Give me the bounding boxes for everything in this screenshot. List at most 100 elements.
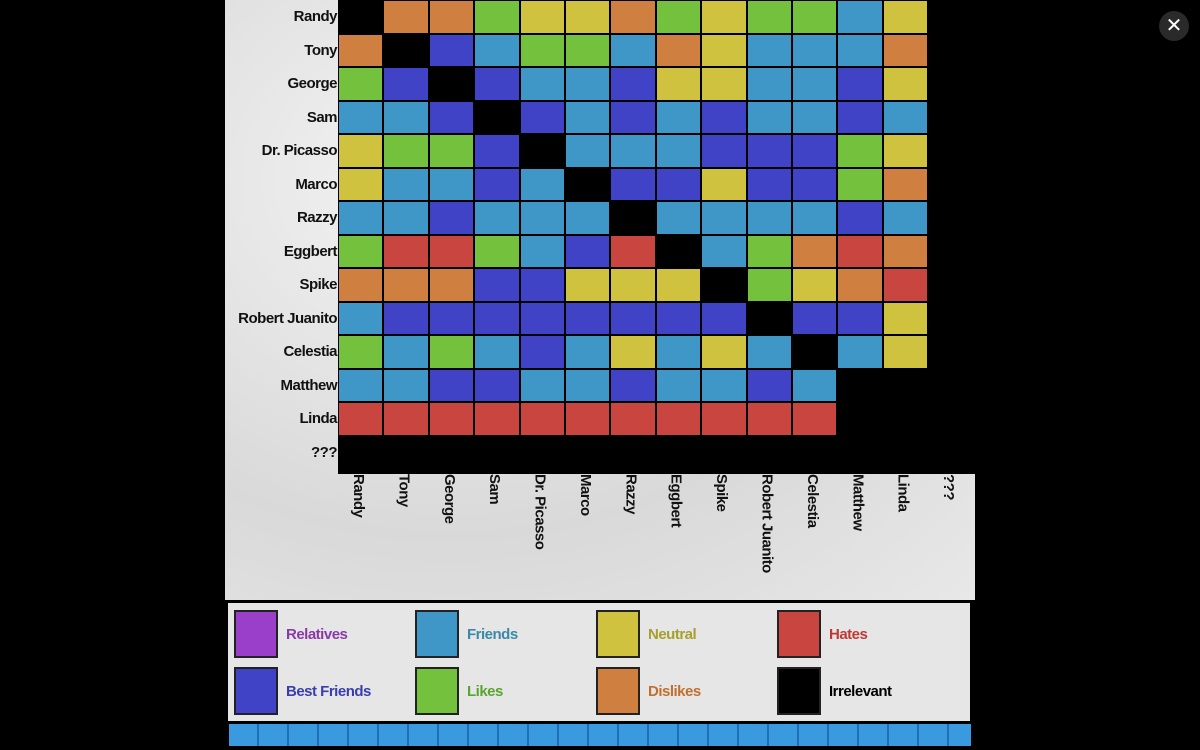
grid-cell: [883, 436, 928, 468]
grid-cell: [611, 269, 655, 301]
row-label: ???: [311, 443, 338, 461]
grid-cell: [792, 1, 837, 33]
grid-cell: [883, 403, 928, 435]
grid-cell: [838, 202, 882, 234]
grid-cell: [565, 202, 610, 234]
column-label-text: Eggbert: [667, 474, 685, 528]
grid-cell: [429, 135, 474, 167]
grid-cell: [929, 403, 973, 435]
grid-cell: [565, 1, 610, 33]
legend-swatch: [596, 610, 640, 658]
grid-cell: [429, 436, 474, 468]
column-label-text: Sam: [486, 474, 504, 505]
grid-cell: [929, 302, 973, 334]
grid-cell: [565, 168, 610, 200]
grid-cell: [838, 336, 882, 368]
grid-cell: [883, 68, 928, 100]
close-button[interactable]: ✕: [1159, 11, 1189, 41]
column-label-text: Linda: [894, 474, 912, 512]
grid-cell: [702, 436, 746, 468]
grid-cell: [339, 202, 383, 234]
column-label-text: Dr. Picasso: [531, 474, 549, 550]
row-label: Randy: [293, 8, 338, 25]
legend-label: Hates: [829, 625, 868, 643]
column-label-text: ???: [940, 474, 958, 500]
grid-cell: [929, 202, 973, 234]
grid-cell: [520, 68, 564, 100]
grid-cell: [702, 235, 746, 267]
grid-cell: [429, 34, 474, 66]
grid-cell: [792, 235, 837, 267]
legend-label: Dislikes: [648, 682, 701, 700]
grid-cell: [702, 68, 746, 100]
grid-cell: [792, 68, 837, 100]
column-label: ???: [928, 474, 973, 599]
grid-cell: [520, 436, 564, 468]
legend-item: Likes: [415, 667, 503, 715]
grid-cell: [565, 68, 610, 100]
grid-cell: [747, 336, 791, 368]
legend-item: Irrelevant: [777, 667, 892, 715]
grid-cell: [702, 168, 746, 200]
grid-row: [338, 0, 975, 34]
grid-cell: [339, 403, 383, 435]
grid-cell: [883, 302, 928, 334]
grid-cell: [883, 168, 928, 200]
grid-cell: [339, 302, 383, 334]
grid-cell: [747, 135, 791, 167]
grid-cell: [384, 168, 428, 200]
legend-label: Relatives: [286, 625, 348, 643]
legend-label: Irrelevant: [829, 682, 892, 700]
grid-cell: [520, 135, 564, 167]
grid-cell: [929, 336, 973, 368]
row-labels: Randy Tony George Sam Dr. Picasso Marco Razzy E…: [225, 0, 337, 469]
grid-cell: [339, 235, 383, 267]
grid-cell: [611, 403, 655, 435]
grid-cell: [883, 202, 928, 234]
row-label: Linda: [299, 410, 338, 427]
grid-cell: [475, 168, 519, 200]
grid-row: [338, 134, 975, 168]
grid-cell: [702, 1, 746, 33]
grid-row: [338, 369, 975, 403]
grid-cell: [929, 1, 973, 33]
grid-cell: [475, 269, 519, 301]
grid-cell: [702, 302, 746, 334]
grid-cell: [747, 269, 791, 301]
grid-cell: [565, 302, 610, 334]
grid-cell: [656, 235, 701, 267]
grid-cell: [520, 235, 564, 267]
legend-item: Relatives: [234, 610, 348, 658]
grid-cell: [838, 369, 882, 401]
grid-cell: [656, 369, 701, 401]
decorative-strip: [229, 724, 971, 746]
grid-cell: [429, 68, 474, 100]
grid-cell: [565, 101, 610, 133]
grid-cell: [339, 101, 383, 133]
grid-cell: [475, 101, 519, 133]
grid-cell: [929, 168, 973, 200]
legend-item: Dislikes: [596, 667, 701, 715]
grid-cell: [384, 135, 428, 167]
grid-cell: [747, 235, 791, 267]
grid-cell: [384, 369, 428, 401]
grid-cell: [429, 369, 474, 401]
column-label-text: Robert Juanito: [758, 474, 776, 573]
grid-cell: [656, 302, 701, 334]
grid-cell: [429, 403, 474, 435]
grid-cell: [384, 269, 428, 301]
column-label: Razzy: [610, 474, 655, 599]
grid-cell: [792, 34, 837, 66]
grid-cell: [611, 235, 655, 267]
grid-cell: [747, 1, 791, 33]
grid-cell: [747, 403, 791, 435]
grid-cell: [702, 369, 746, 401]
image-viewer: Randy Tony George Sam Dr. Picasso Marco Razzy E…: [225, 0, 975, 750]
grid-cell: [883, 135, 928, 167]
grid-cell: [747, 202, 791, 234]
grid-cell: [702, 101, 746, 133]
grid-cell: [792, 101, 837, 133]
grid-cell: [702, 336, 746, 368]
grid-cell: [838, 68, 882, 100]
grid-cell: [339, 1, 383, 33]
